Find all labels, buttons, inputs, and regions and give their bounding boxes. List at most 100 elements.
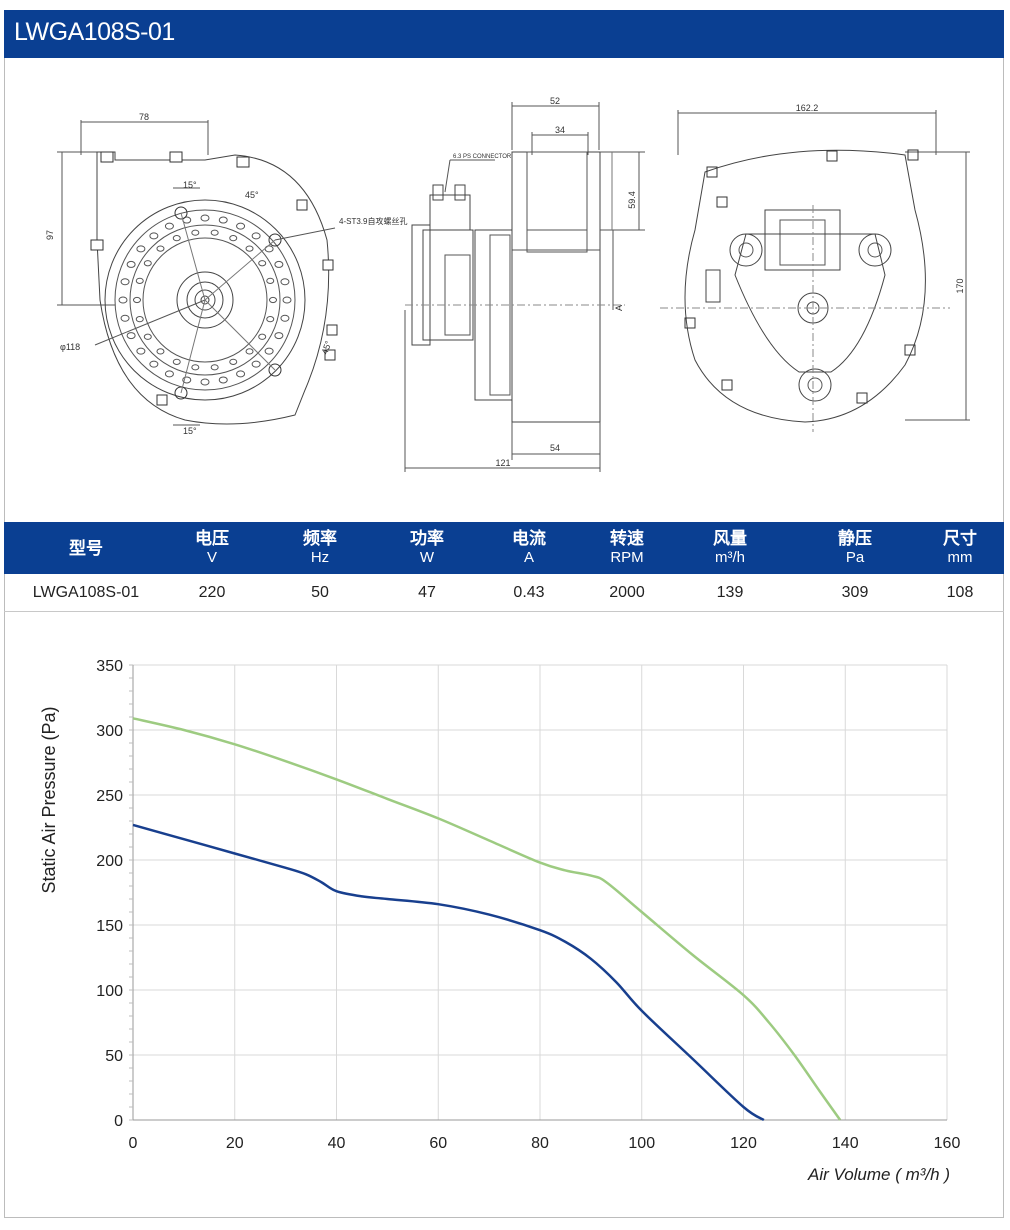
vent-hole bbox=[210, 364, 219, 371]
vent-hole bbox=[229, 235, 238, 242]
x-tick-label: 100 bbox=[628, 1135, 655, 1152]
cell-voltage: 220 bbox=[168, 574, 256, 612]
x-tick-label: 80 bbox=[531, 1135, 549, 1152]
back-dim-width: 162.2 bbox=[796, 103, 819, 113]
side-connector: 6.3 PS CONNECTOR bbox=[453, 154, 512, 160]
vent-hole bbox=[172, 235, 181, 242]
vent-hole bbox=[143, 333, 152, 340]
side-dim-bottom: 54 bbox=[550, 443, 560, 453]
vent-hole bbox=[164, 222, 174, 230]
side-view bbox=[404, 102, 645, 472]
vent-hole bbox=[251, 360, 261, 368]
vent-hole bbox=[133, 296, 141, 304]
vent-hole bbox=[200, 378, 210, 386]
front-angle-bottom: 15° bbox=[183, 426, 197, 436]
vent-hole bbox=[236, 222, 246, 230]
cell-speed: 2000 bbox=[588, 574, 666, 612]
series-line-blue bbox=[132, 823, 765, 1122]
front-angle-top: 15° bbox=[183, 180, 197, 190]
vent-hole bbox=[218, 216, 228, 224]
x-tick-label: 140 bbox=[832, 1135, 859, 1152]
x-tick-label: 120 bbox=[730, 1135, 757, 1152]
page-title: LWGA108S-01 bbox=[14, 18, 175, 46]
vent-hole bbox=[156, 245, 165, 252]
chart-grid bbox=[132, 664, 948, 1121]
vent-hole bbox=[172, 358, 181, 365]
cell-static-pressure: 309 bbox=[794, 574, 916, 612]
header-size: 尺寸 mm bbox=[916, 522, 1004, 574]
front-dim-height: 97 bbox=[45, 230, 55, 240]
vent-hole bbox=[245, 245, 254, 252]
header-frequency: 频率 Hz bbox=[256, 522, 384, 574]
y-tick-label: 150 bbox=[96, 918, 123, 935]
y-tick-label: 250 bbox=[96, 788, 123, 805]
side-dim-height: 59.4 bbox=[627, 191, 637, 209]
back-dim-height: 170 bbox=[955, 278, 965, 293]
vent-hole bbox=[218, 376, 228, 384]
title-bar: LWGA108S-01 bbox=[4, 10, 1004, 58]
vent-hole bbox=[269, 296, 277, 304]
cell-airflow: 139 bbox=[666, 574, 794, 612]
header-current: 电流 A bbox=[470, 522, 588, 574]
cell-frequency: 50 bbox=[256, 574, 384, 612]
header-airflow: 风量 m³/h bbox=[666, 522, 794, 574]
vent-hole bbox=[136, 245, 146, 253]
y-tick-label: 200 bbox=[96, 853, 123, 870]
vent-hole bbox=[126, 332, 136, 340]
vent-hole bbox=[258, 260, 267, 267]
vent-hole bbox=[200, 214, 210, 222]
front-angle-top2: 45° bbox=[245, 190, 259, 200]
series-line-green bbox=[132, 717, 842, 1121]
side-dim-inner: 34 bbox=[555, 125, 565, 135]
vent-hole bbox=[274, 332, 284, 340]
vent-hole bbox=[191, 364, 200, 371]
vent-hole bbox=[136, 347, 146, 355]
header-static-pressure: 静压 Pa bbox=[794, 522, 916, 574]
x-tick-label: 20 bbox=[226, 1135, 244, 1152]
vent-hole bbox=[164, 370, 174, 378]
front-view bbox=[57, 120, 338, 426]
x-tick-label: 0 bbox=[129, 1135, 138, 1152]
y-axis-label: Static Air Pressure (Pa) bbox=[39, 706, 59, 893]
side-section-mark: A bbox=[614, 305, 624, 311]
chart-ticks: 0 20 40 60 80 100 120 140 160 0 50 100 150 200 250 300 3… bbox=[96, 658, 960, 1152]
chart-series bbox=[132, 717, 842, 1122]
front-dim-width: 78 bbox=[139, 112, 149, 122]
vent-hole bbox=[135, 316, 144, 323]
vent-hole bbox=[149, 232, 159, 240]
front-diameter: φ118 bbox=[60, 342, 80, 352]
performance-chart: 0 20 40 60 80 100 120 140 160 0 50 100 150 200 250 300 3… bbox=[5, 612, 1003, 1212]
header-model: 型号 bbox=[4, 522, 168, 574]
vent-hole bbox=[120, 314, 130, 322]
side-dim-top: 52 bbox=[550, 96, 560, 106]
vent-hole bbox=[266, 277, 275, 284]
cell-size: 108 bbox=[916, 574, 1004, 612]
y-tick-label: 0 bbox=[114, 1113, 123, 1130]
y-tick-label: 300 bbox=[96, 723, 123, 740]
cell-model: LWGA108S-01 bbox=[4, 574, 168, 612]
back-view bbox=[660, 110, 970, 432]
y-tick-label: 350 bbox=[96, 658, 123, 675]
vent-hole bbox=[280, 314, 290, 322]
x-tick-label: 40 bbox=[328, 1135, 346, 1152]
vent-hole bbox=[280, 278, 290, 286]
spec-table: 型号 电压 V 频率 Hz 功率 W 电流 A 转速 RPM 风量 m³/h 静压 Pa 尺寸… bbox=[4, 522, 1004, 612]
vent-hole bbox=[182, 376, 192, 384]
vent-hole bbox=[264, 245, 274, 253]
vent-hole bbox=[118, 296, 128, 304]
vent-hole bbox=[149, 360, 159, 368]
vent-hole bbox=[156, 348, 165, 355]
y-tick-label: 50 bbox=[105, 1048, 123, 1065]
x-tick-label: 60 bbox=[429, 1135, 447, 1152]
vent-hole bbox=[126, 260, 136, 268]
y-tick-label: 100 bbox=[96, 983, 123, 1000]
front-angle-side: 45° bbox=[319, 339, 333, 356]
vent-hole bbox=[258, 333, 267, 340]
vent-hole bbox=[236, 370, 246, 378]
front-screw-note: 4-ST3.9自攻螺丝孔 bbox=[339, 216, 407, 226]
vent-hole bbox=[264, 347, 274, 355]
vent-hole bbox=[266, 316, 275, 323]
x-axis-label: Air Volume ( m³/h ) bbox=[807, 1165, 950, 1184]
vent-hole bbox=[143, 260, 152, 267]
vent-hole bbox=[135, 277, 144, 284]
